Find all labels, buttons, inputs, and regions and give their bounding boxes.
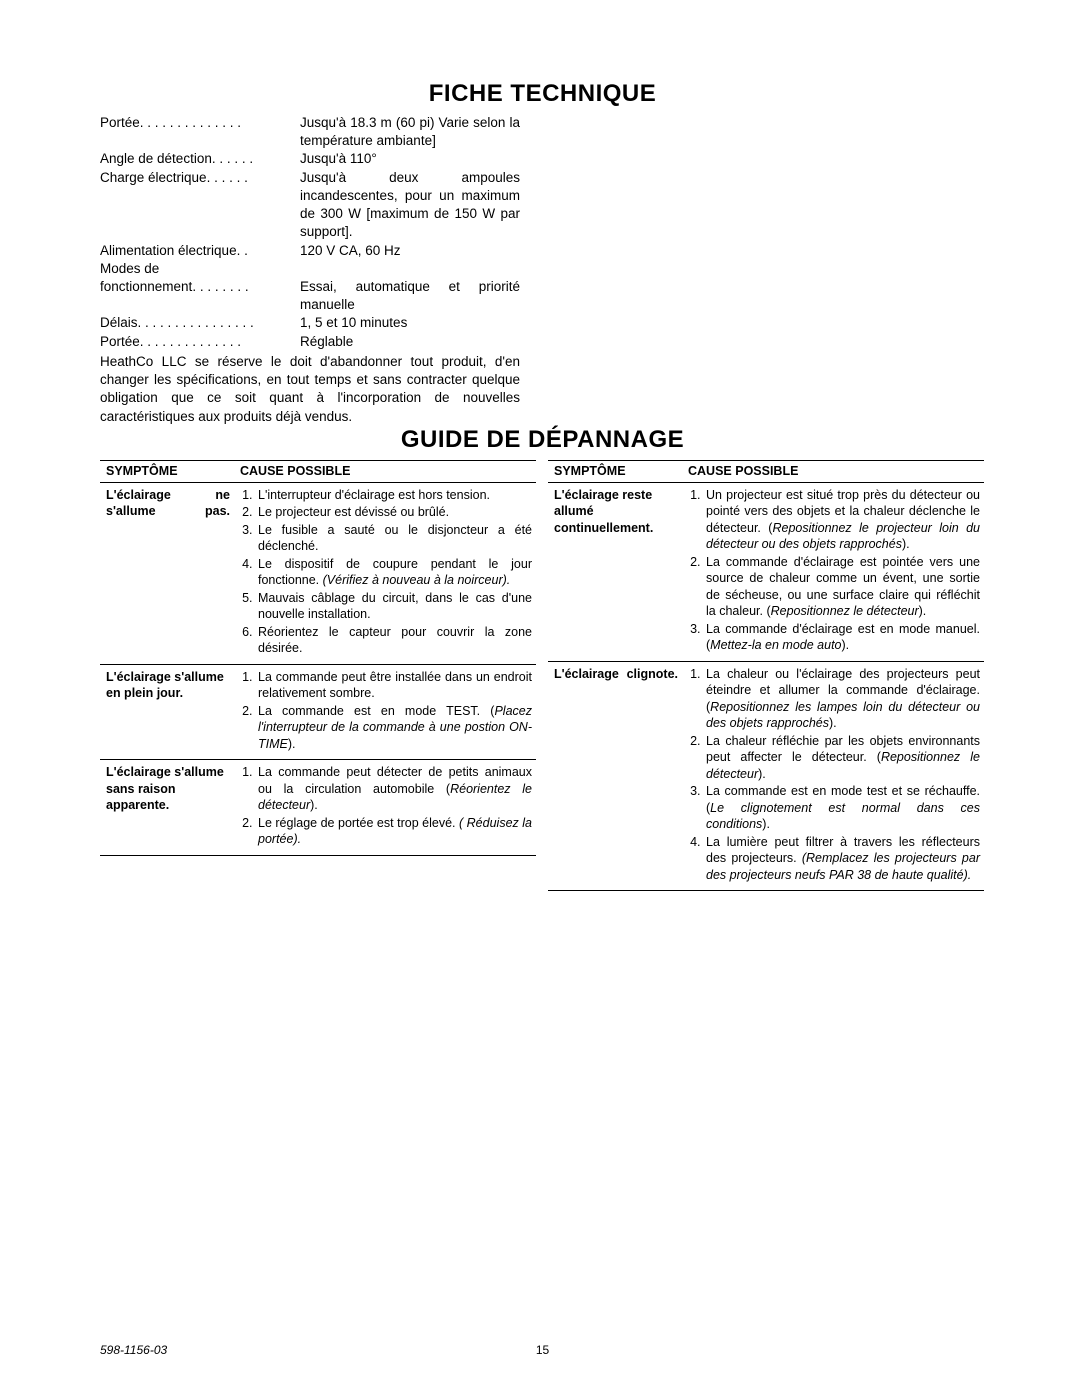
table-row: L'éclairage ne s'allume pas. L'interrupte… bbox=[100, 482, 536, 664]
cause-item: Mauvais câblage du circuit, dans le cas … bbox=[256, 590, 532, 623]
spec-dots: . . . . . . . . bbox=[192, 278, 300, 296]
spec-value: Réglable bbox=[300, 333, 520, 351]
symptom-cell: L'éclairage clignote. bbox=[548, 661, 682, 891]
spec-value: Essai, automatique et priorité manuelle bbox=[300, 278, 520, 314]
cause-item: La lumière peut filtrer à travers les ré… bbox=[704, 834, 980, 884]
spec-dots: . . bbox=[237, 242, 300, 260]
cause-item: Le projecteur est dévissé ou brûlé. bbox=[256, 504, 532, 521]
spec-value: 120 V CA, 60 Hz bbox=[300, 242, 520, 260]
spec-row: Charge électrique . . . . . . Jusqu'à de… bbox=[100, 169, 520, 242]
trouble-table-right: SYMPTÔME CAUSE POSSIBLE L'éclairage rest… bbox=[548, 460, 984, 892]
cause-item: Un projecteur est situé trop près du dét… bbox=[704, 487, 980, 553]
spec-label: Portée bbox=[100, 114, 140, 132]
cause-cell: Un projecteur est situé trop près du dét… bbox=[682, 482, 984, 661]
spec-value: 1, 5 et 10 minutes bbox=[300, 314, 520, 332]
spec-row: fonctionnement . . . . . . . . Essai, au… bbox=[100, 278, 520, 314]
spec-row: Délais. . . . . . . . . . . . . . . . 1,… bbox=[100, 314, 520, 332]
cause-item: Réorientez le capteur pour couvrir la zo… bbox=[256, 624, 532, 657]
spec-dots: . . . . . . . . . . . . . . bbox=[140, 333, 300, 351]
cause-item: Le fusible a sauté ou le disjoncteur a é… bbox=[256, 522, 532, 555]
cause-item: La commande d'éclairage est pointée vers… bbox=[704, 554, 980, 620]
table-row: L'éclairage s'allume sans raison apparen… bbox=[100, 760, 536, 856]
guide-title: GUIDE DE DÉPANNAGE bbox=[100, 426, 985, 454]
cause-cell: L'interrupteur d'éclairage est hors tens… bbox=[234, 482, 536, 664]
spec-label: Délais bbox=[100, 314, 138, 332]
symptom-cell: L'éclairage reste allumé continuellement… bbox=[548, 482, 682, 661]
cause-item: Le dispositif de coupure pendant le jour… bbox=[256, 556, 532, 589]
spec-dots: . . . . . . bbox=[212, 150, 300, 168]
spec-label: Modes de bbox=[100, 260, 159, 278]
cause-cell: La chaleur ou l'éclairage des projecteur… bbox=[682, 661, 984, 891]
cause-item: Le réglage de portée est trop élevé. ( R… bbox=[256, 815, 532, 848]
page-footer: 598-1156-03 15 598-1156-03 bbox=[100, 1343, 985, 1357]
spec-dots: . . . . . . . . . . . . . . bbox=[140, 114, 300, 132]
spec-row: Portée . . . . . . . . . . . . . . Jusqu… bbox=[100, 114, 520, 150]
cause-item: La commande peut détecter de petits anim… bbox=[256, 764, 532, 814]
symptom-cell: L'éclairage ne s'allume pas. bbox=[100, 482, 234, 664]
spec-row: Modes de bbox=[100, 260, 520, 278]
col-header-cause: CAUSE POSSIBLE bbox=[682, 460, 984, 482]
col-header-symptom: SYMPTÔME bbox=[548, 460, 682, 482]
cause-cell: La commande peut détecter de petits anim… bbox=[234, 760, 536, 856]
spec-row: Alimentation électrique . . 120 V CA, 60… bbox=[100, 242, 520, 260]
spec-label: fonctionnement bbox=[100, 278, 192, 296]
cause-item: La commande peut être installée dans un … bbox=[256, 669, 532, 702]
spec-value: Jusqu'à 110° bbox=[300, 150, 520, 168]
page-number: 15 bbox=[536, 1343, 549, 1357]
spec-label: Portée bbox=[100, 333, 140, 351]
specs-title: FICHE TECHNIQUE bbox=[100, 80, 985, 108]
cause-item: La commande d'éclairage est en mode manu… bbox=[704, 621, 980, 654]
specs-block: Portée . . . . . . . . . . . . . . Jusqu… bbox=[100, 114, 520, 351]
symptom-cell: L'éclairage s'allume sans raison apparen… bbox=[100, 760, 234, 856]
trouble-table-left: SYMPTÔME CAUSE POSSIBLE L'éclairage ne s… bbox=[100, 460, 536, 856]
spec-row: Portée . . . . . . . . . . . . . . Régla… bbox=[100, 333, 520, 351]
cause-item: L'interrupteur d'éclairage est hors tens… bbox=[256, 487, 532, 504]
table-row: L'éclairage reste allumé continuellement… bbox=[548, 482, 984, 661]
spec-label: Alimentation électrique bbox=[100, 242, 237, 260]
col-header-cause: CAUSE POSSIBLE bbox=[234, 460, 536, 482]
symptom-cell: L'éclairage s'allume en plein jour. bbox=[100, 664, 234, 760]
spec-label: Angle de détection bbox=[100, 150, 212, 168]
spec-dots: . . . . . . bbox=[207, 169, 300, 187]
cause-item: La commande est en mode TEST. (Placez l'… bbox=[256, 703, 532, 753]
cause-item: La chaleur réfléchie par les objets envi… bbox=[704, 733, 980, 783]
table-row: L'éclairage s'allume en plein jour. La co… bbox=[100, 664, 536, 760]
cause-item: La commande est en mode test et se récha… bbox=[704, 783, 980, 833]
table-row: L'éclairage clignote. La chaleur ou l'écl… bbox=[548, 661, 984, 891]
cause-item: La chaleur ou l'éclairage des projecteur… bbox=[704, 666, 980, 732]
specs-note: HeathCo LLC se réserve le doit d'abandon… bbox=[100, 353, 520, 426]
spec-value: Jusqu'à 18.3 m (60 pi) Varie selon la te… bbox=[300, 114, 520, 150]
col-header-symptom: SYMPTÔME bbox=[100, 460, 234, 482]
doc-number: 598-1156-03 bbox=[100, 1343, 167, 1357]
spec-value: Jusqu'à deux ampoules incandescentes, po… bbox=[300, 169, 520, 242]
spec-dots: . . . . . . . . . . . . . . . . bbox=[138, 314, 300, 332]
spec-label: Charge électrique bbox=[100, 169, 207, 187]
spec-row: Angle de détection. . . . . . Jusqu'à 11… bbox=[100, 150, 520, 168]
cause-cell: La commande peut être installée dans un … bbox=[234, 664, 536, 760]
